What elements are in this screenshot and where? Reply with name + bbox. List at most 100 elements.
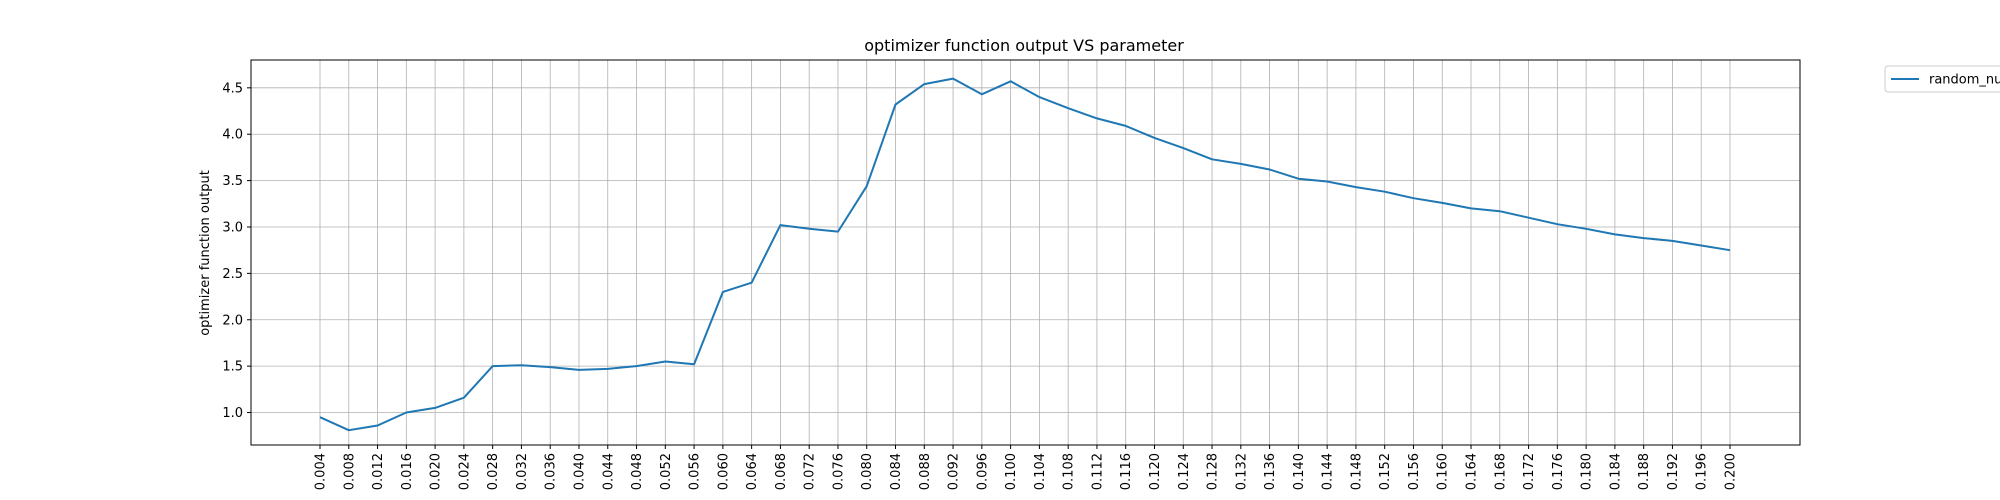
y-tick-label: 3.0 [222, 220, 243, 235]
x-tick-label: 0.064 [745, 453, 760, 490]
data-point [1355, 186, 1357, 188]
x-tick-label: 0.016 [400, 453, 415, 490]
x-tick-label: 0.152 [1378, 453, 1393, 490]
data-point [1384, 191, 1386, 193]
data-point [1700, 245, 1702, 247]
x-tick-label: 0.176 [1551, 453, 1566, 490]
data-point [981, 93, 983, 95]
data-point [751, 282, 753, 284]
x-tick-label: 0.136 [1263, 453, 1278, 490]
x-tick-label: 0.168 [1493, 453, 1508, 490]
x-tick-label: 0.160 [1436, 453, 1451, 490]
x-tick-label: 0.084 [889, 453, 904, 490]
x-tick-label: 0.192 [1666, 453, 1681, 490]
legend: random_nu [1884, 65, 2000, 93]
data-point [578, 369, 580, 371]
data-point [1240, 163, 1242, 165]
y-tick-label: 3.5 [222, 174, 243, 189]
data-point [693, 363, 695, 365]
x-tick-label: 0.116 [1119, 453, 1134, 490]
x-tick-label: 0.004 [314, 453, 329, 490]
y-axis-label: optimizer function output [198, 170, 213, 336]
gridlines [251, 60, 1800, 445]
data-point [463, 397, 465, 399]
x-tick-label: 0.028 [486, 453, 501, 490]
data-point [837, 231, 839, 233]
data-point [636, 365, 638, 367]
x-tick-label: 0.020 [429, 453, 444, 490]
data-point [1182, 147, 1184, 149]
data-point [923, 83, 925, 85]
data-point [722, 291, 724, 293]
x-tick-label: 0.104 [1033, 453, 1048, 490]
x-tick-label: 0.148 [1349, 453, 1364, 490]
data-point [1269, 168, 1271, 170]
data-point [1010, 80, 1012, 82]
x-tick-label: 0.048 [630, 453, 645, 490]
data-point [348, 429, 350, 431]
y-tick-label: 2.0 [222, 313, 243, 328]
y-tick-label: 1.5 [222, 360, 243, 375]
x-tick-label: 0.128 [1206, 453, 1221, 490]
x-tick-label: 0.184 [1608, 453, 1623, 490]
data-point [1643, 237, 1645, 239]
y-tick-label: 2.5 [222, 267, 243, 282]
x-axis-ticks: 0.004 0.008 0.012 0.016 0.020 0.024 0.028 0.032… [314, 445, 1739, 490]
data-point [1441, 202, 1443, 204]
x-tick-label: 0.200 [1724, 453, 1739, 490]
y-tick-label: 4.5 [222, 81, 243, 96]
x-tick-label: 0.024 [457, 453, 472, 490]
x-tick-label: 0.072 [803, 453, 818, 490]
data-point [1211, 158, 1213, 160]
x-tick-label: 0.156 [1407, 453, 1422, 490]
y-axis-ticks: 1.0 1.5 2.0 2.5 3.0 3.5 4.0 4.5 [222, 81, 251, 421]
data-point [895, 104, 897, 106]
x-tick-label: 0.068 [774, 453, 789, 490]
data-point [664, 361, 666, 363]
x-tick-label: 0.188 [1637, 453, 1652, 490]
x-tick-label: 0.140 [1292, 453, 1307, 490]
x-tick-label: 0.008 [342, 453, 357, 490]
x-tick-label: 0.164 [1465, 453, 1480, 490]
data-point [434, 407, 436, 409]
data-point [549, 366, 551, 368]
x-tick-label: 0.124 [1177, 453, 1192, 490]
x-tick-label: 0.100 [1004, 453, 1019, 490]
data-point [405, 412, 407, 414]
x-tick-label: 0.196 [1695, 453, 1710, 490]
data-point [1556, 223, 1558, 225]
data-point [1067, 107, 1069, 109]
x-tick-label: 0.052 [659, 453, 674, 490]
data-point [520, 364, 522, 366]
y-tick-label: 1.0 [222, 406, 243, 421]
data-point [1153, 137, 1155, 139]
data-point [1326, 181, 1328, 183]
x-tick-label: 0.044 [601, 453, 616, 490]
data-point [1412, 197, 1414, 199]
y-tick-label: 4.0 [222, 128, 243, 143]
data-point [1038, 96, 1040, 98]
x-tick-label: 0.120 [1148, 453, 1163, 490]
series-layer [319, 77, 1731, 432]
x-tick-label: 0.012 [371, 453, 386, 490]
x-tick-label: 0.092 [947, 453, 962, 490]
legend-box [1884, 65, 2000, 93]
x-tick-label: 0.144 [1321, 453, 1336, 490]
data-point [492, 365, 494, 367]
x-tick-label: 0.132 [1234, 453, 1249, 490]
data-point [866, 185, 868, 187]
legend-label: random_nu [1929, 73, 2000, 88]
x-tick-label: 0.036 [544, 453, 559, 490]
data-point [1125, 125, 1127, 127]
data-point [808, 228, 810, 230]
data-point [1528, 217, 1530, 219]
chart-title: optimizer function output VS parameter [864, 36, 1184, 55]
x-tick-label: 0.076 [831, 453, 846, 490]
data-point [1499, 210, 1501, 212]
x-tick-label: 0.080 [860, 453, 875, 490]
x-tick-label: 0.032 [515, 453, 530, 490]
data-point [1470, 207, 1472, 209]
data-point [1614, 233, 1616, 235]
data-point [952, 78, 954, 80]
